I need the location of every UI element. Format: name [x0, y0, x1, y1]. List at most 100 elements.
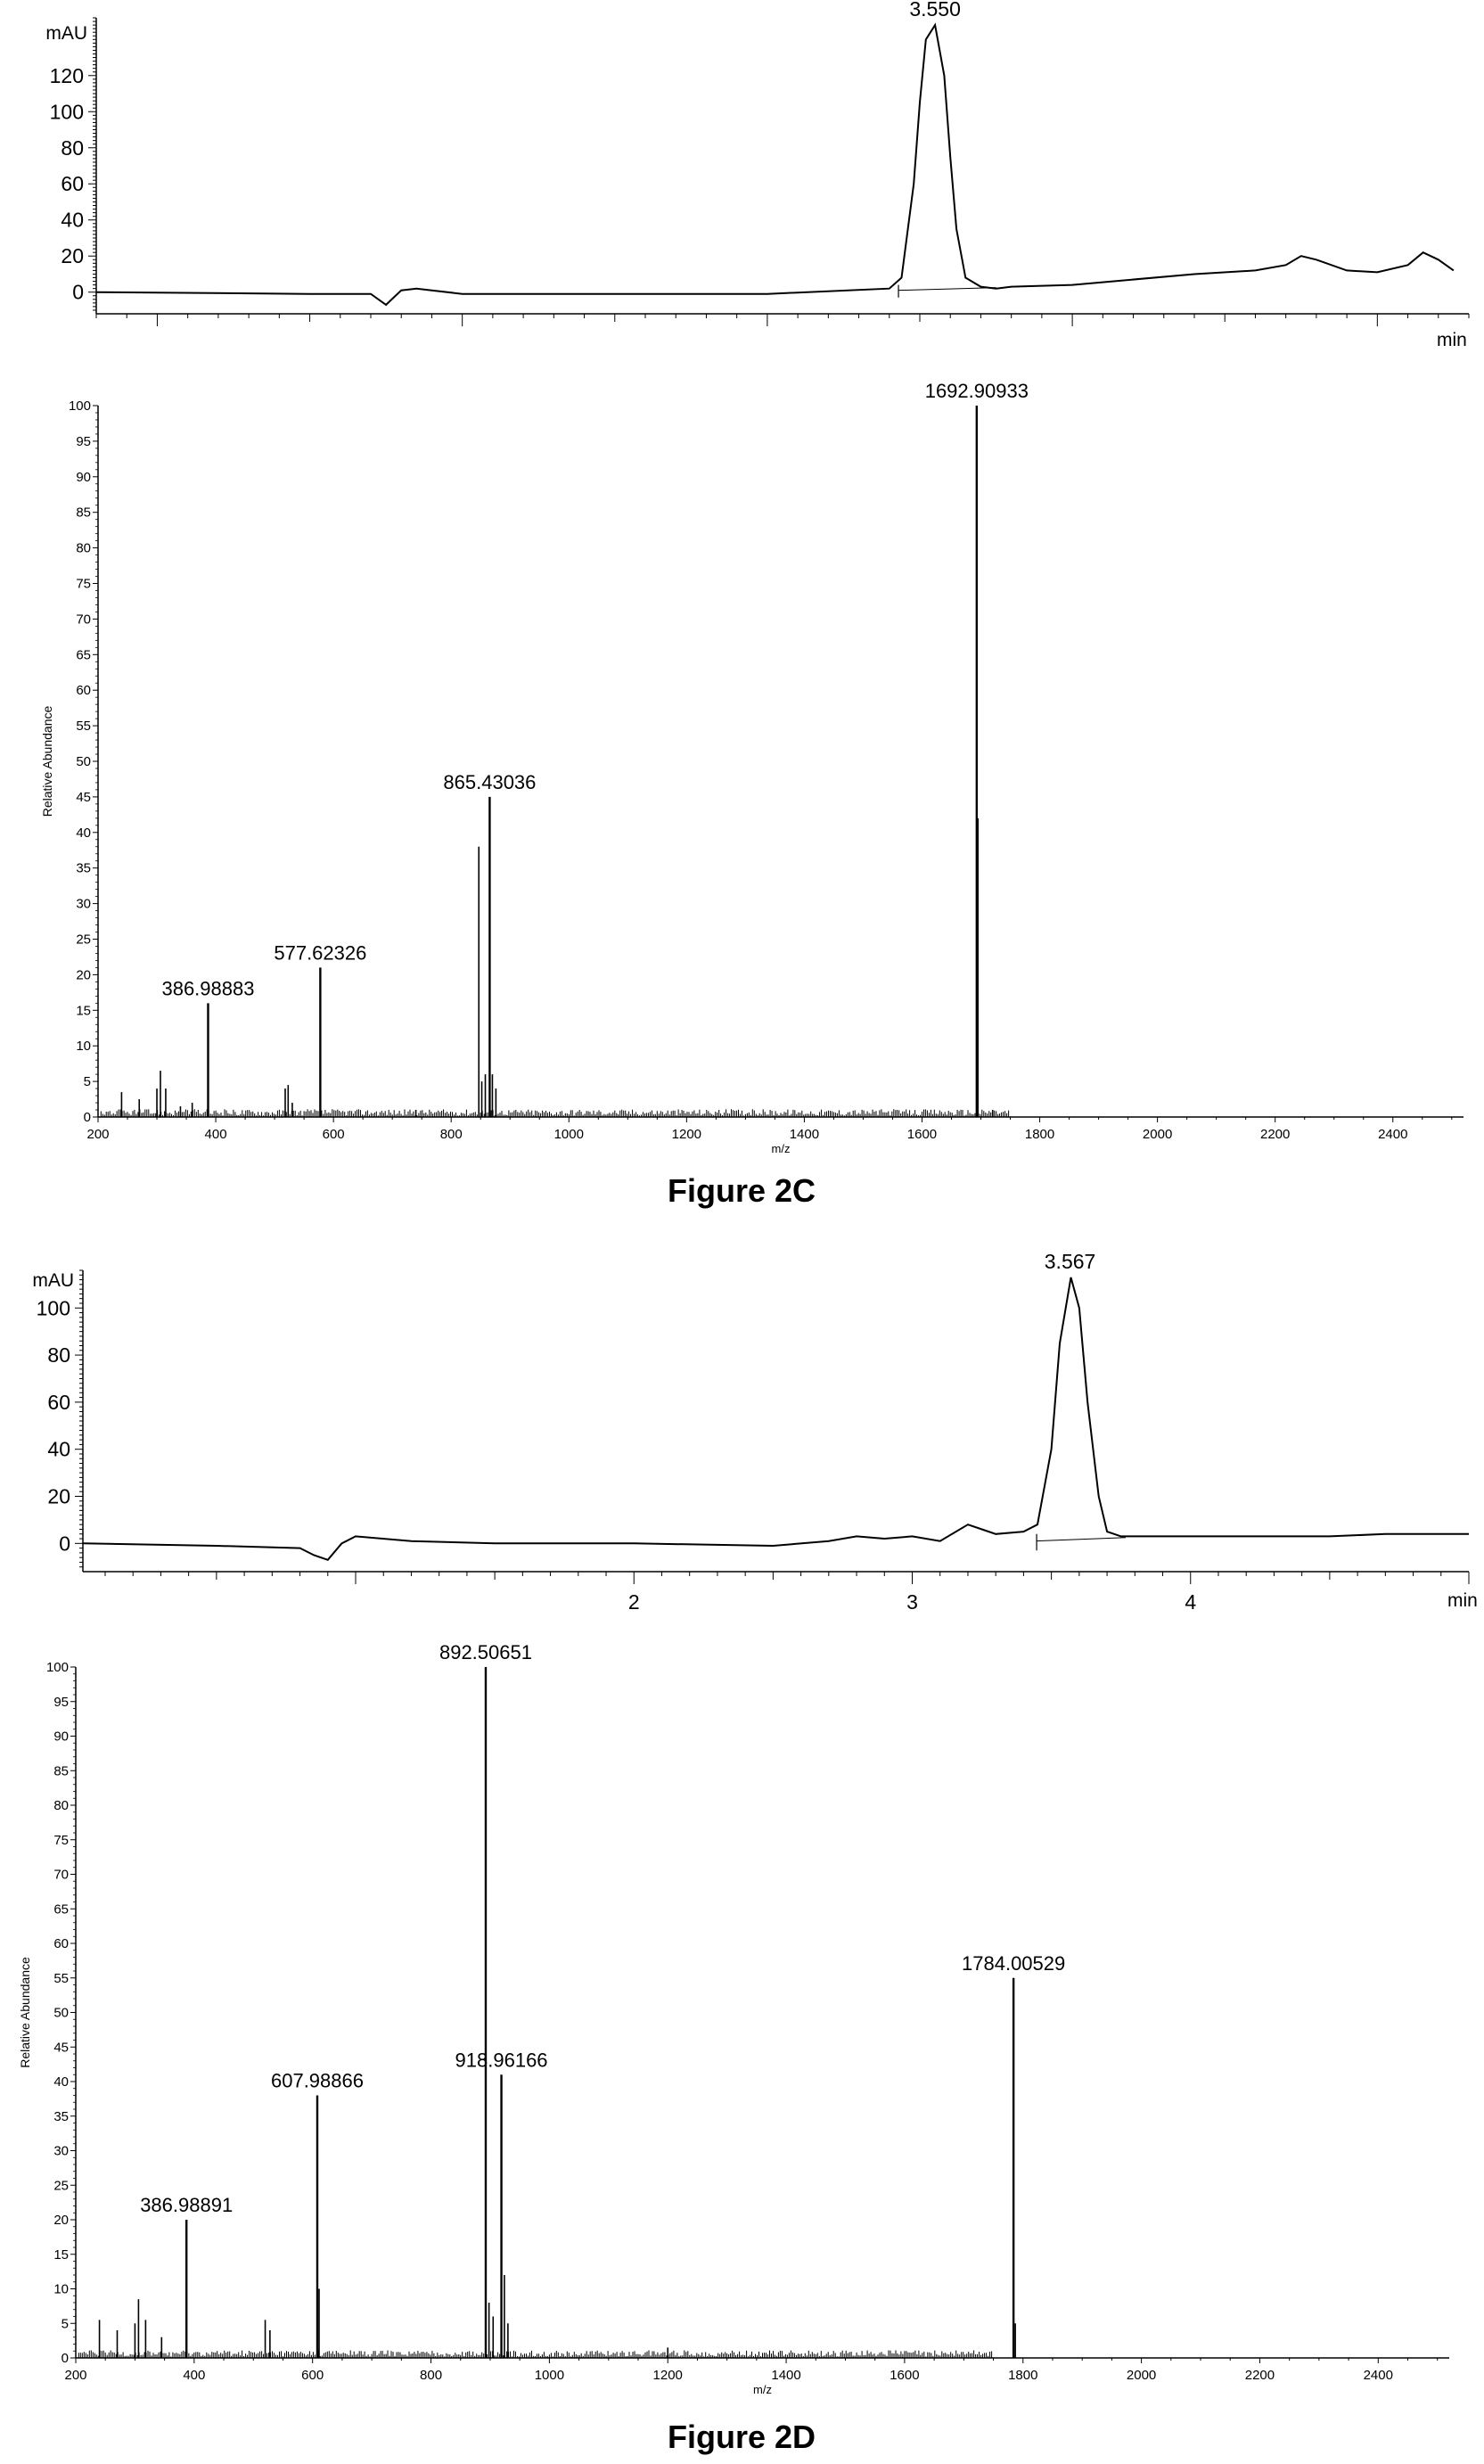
- y-tick-label: 40: [47, 1438, 70, 1461]
- peak-label: 577.62326: [274, 941, 366, 964]
- y-tick-label: 0: [84, 1110, 91, 1125]
- y-tick-label: 30: [76, 897, 91, 912]
- chromatogram-trace: [95, 22, 1455, 307]
- x-tick-label: 2000: [1143, 1127, 1172, 1142]
- y-tick-label: 60: [76, 683, 91, 698]
- y-tick-label: 85: [76, 505, 91, 521]
- figure-caption-2c: Figure 2C: [668, 1172, 816, 1209]
- baseline-noise: [100, 1109, 1010, 1117]
- chromatogram-trace: [82, 1277, 1469, 1561]
- peak-label: 386.98891: [140, 2194, 233, 2216]
- y-tick-label: 20: [47, 1485, 70, 1508]
- y-tick-label: 80: [53, 1798, 69, 1813]
- x-tick-label: 600: [323, 1127, 345, 1142]
- peak-label: 918.96166: [455, 2049, 548, 2071]
- y-tick-label: 45: [76, 790, 91, 805]
- y-tick-label: 0: [61, 2351, 69, 2366]
- x-tick-label: 1200: [653, 2368, 683, 2383]
- mass-spectrum-panel-2d: 0 5 10 15 20 25 30 35 40 45 50 55 60 65 70 75 80 85 90 95 10…: [18, 1641, 1449, 2396]
- y-axis-label: Relative Abundance: [18, 1957, 32, 2068]
- x-tick-label: 2000: [1127, 2368, 1156, 2383]
- y-tick-label: 55: [76, 719, 91, 734]
- y-tick-label: 60: [53, 1936, 69, 1951]
- y-tick-label: 120: [50, 64, 84, 87]
- x-tick-label: 4: [1185, 1590, 1196, 1614]
- peak-label: 1784.00529: [962, 1952, 1065, 1975]
- y-tick-label: 70: [76, 612, 91, 627]
- x-tick-label: 2400: [1364, 2368, 1393, 2383]
- y-tick-label: 65: [76, 647, 91, 662]
- x-tick-label: 1200: [672, 1127, 701, 1142]
- peak-label: 892.50651: [439, 1641, 532, 1663]
- y-tick-label: 20: [53, 2213, 69, 2228]
- y-tick-label: 95: [53, 1695, 69, 1710]
- y-tick-label: 0: [59, 1532, 70, 1555]
- chromatogram-panel-2c: 0 20 40 60 80 100 120 mAU min 3.550: [45, 0, 1470, 350]
- x-tick-label: 1600: [890, 2368, 919, 2383]
- x-tick-label: 1400: [771, 2368, 800, 2383]
- y-tick-label: 75: [53, 1833, 69, 1848]
- x-tick-label: 400: [183, 2368, 205, 2383]
- x-tick-label: 200: [86, 1127, 109, 1142]
- y-tick-label: 15: [53, 2247, 69, 2263]
- y-tick-label: 5: [61, 2316, 69, 2331]
- x-axis-unit-label: min: [1437, 330, 1467, 350]
- y-tick-label: 35: [53, 2109, 69, 2124]
- y-tick-label: 25: [53, 2178, 69, 2193]
- y-axis-label: Relative Abundance: [40, 706, 54, 817]
- y-tick-label: 60: [61, 172, 84, 195]
- x-tick-label: 800: [420, 2368, 442, 2383]
- x-axis-label: m/z: [772, 1142, 791, 1155]
- y-tick-label: 10: [76, 1039, 91, 1054]
- y-tick-label: 70: [53, 1868, 69, 1883]
- y-tick-label: 5: [84, 1074, 91, 1089]
- y-tick-label: 40: [53, 2074, 69, 2090]
- x-tick-label: 2200: [1260, 1127, 1290, 1142]
- x-tick-label: 2200: [1245, 2368, 1275, 2383]
- x-tick-label: 2: [628, 1590, 640, 1614]
- y-tick-label: 40: [76, 825, 91, 841]
- x-tick-label: 400: [205, 1127, 227, 1142]
- y-tick-label: 100: [46, 1660, 69, 1675]
- y-tick-label: 85: [53, 1763, 69, 1778]
- y-tick-label: 80: [76, 541, 91, 556]
- y-tick-label: 75: [76, 577, 91, 592]
- x-tick-label: 3: [906, 1590, 918, 1614]
- y-tick-label: 30: [53, 2144, 69, 2159]
- y-tick-label: 10: [53, 2282, 69, 2297]
- figure-caption-2d: Figure 2D: [668, 2419, 816, 2455]
- x-axis-label: m/z: [753, 2383, 772, 2396]
- mass-spectrum-panel-2c: 0 5 10 15 20 25 30 35 40 45 50 55 60 65 70 75 80 85 90 95 10…: [40, 380, 1464, 1155]
- x-tick-label: 1400: [790, 1127, 819, 1142]
- y-tick-label: 50: [76, 754, 91, 769]
- y-tick-label: 40: [61, 209, 84, 232]
- x-tick-label: 1000: [554, 1127, 584, 1142]
- y-tick-label: 20: [76, 967, 91, 982]
- x-tick-label: 600: [301, 2368, 324, 2383]
- x-tick-label: 1600: [907, 1127, 937, 1142]
- peak-label: 386.98883: [161, 977, 254, 999]
- y-tick-label: 35: [76, 861, 91, 876]
- peak-label: 1692.90933: [925, 380, 1029, 402]
- x-tick-label: 1000: [535, 2368, 564, 2383]
- baseline-noise: [78, 2350, 993, 2358]
- chromatogram-panel-2d: 0 20 40 60 80 100 mAU 2 3 4 min 3.567: [32, 1250, 1478, 1614]
- peak-label: 607.98866: [271, 2070, 364, 2092]
- x-tick-label: 2400: [1378, 1127, 1407, 1142]
- peak-label: 865.43036: [443, 771, 536, 793]
- y-tick-label: 15: [76, 1003, 91, 1018]
- peak-baseline: [898, 287, 996, 292]
- y-tick-label: 80: [47, 1343, 70, 1367]
- y-axis-unit-label: mAU: [45, 23, 87, 44]
- y-tick-label: 45: [53, 2040, 69, 2055]
- y-axis-unit-label: mAU: [32, 1270, 74, 1291]
- y-tick-label: 80: [61, 136, 84, 160]
- y-tick-label: 100: [37, 1296, 70, 1319]
- x-tick-label: 200: [64, 2368, 86, 2383]
- x-tick-label: 1800: [1008, 2368, 1037, 2383]
- y-tick-label: 20: [61, 244, 84, 267]
- y-tick-label: 55: [53, 1971, 69, 1986]
- x-axis-unit-label: min: [1447, 1590, 1478, 1611]
- x-tick-label: 800: [440, 1127, 463, 1142]
